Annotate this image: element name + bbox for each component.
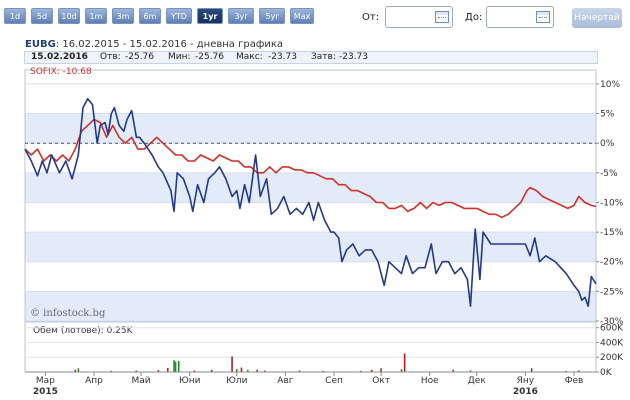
volume-bar xyxy=(565,370,567,372)
x-tick-label: Дек xyxy=(468,376,487,386)
volume-bar xyxy=(110,370,113,372)
to-date-input[interactable] xyxy=(486,6,554,28)
y-tick-label: 5% xyxy=(600,110,615,120)
y-tick-label: -30% xyxy=(600,317,624,327)
chart-title: EUBG: 16.02.2015 - 15.02.2016 - дневна г… xyxy=(25,39,283,50)
range-button-3yr[interactable]: 3yr xyxy=(228,8,254,24)
low-label: Мин: xyxy=(168,52,191,62)
y-tick-label: -15% xyxy=(600,228,624,238)
x-tick-label: Мар xyxy=(36,376,55,386)
range-button-max[interactable]: Max xyxy=(290,8,314,24)
volume-bar xyxy=(452,369,455,372)
from-date-input[interactable] xyxy=(385,6,453,28)
watermark: © infostock.bg xyxy=(30,308,106,319)
y-tick-label: -25% xyxy=(600,287,624,297)
volume-bar xyxy=(74,369,76,372)
volume-y-tick-label: 400K xyxy=(600,338,624,348)
volume-label: Обем (лотове): 0.25K xyxy=(33,326,134,336)
x-tick-label: Юни xyxy=(179,376,201,386)
ticker: EUBG xyxy=(25,39,56,50)
from-label: От: xyxy=(362,12,380,23)
volume-bar xyxy=(166,367,169,372)
year-label: 2015 xyxy=(33,387,58,397)
close-label: Затв: xyxy=(311,52,336,62)
x-tick-label: Окт xyxy=(372,376,390,386)
volume-bar xyxy=(157,370,160,372)
x-tick-label: Яну xyxy=(517,376,535,386)
stats-date: 15.02.2016 xyxy=(31,52,88,62)
volume-bar xyxy=(235,369,238,372)
volume-bar xyxy=(77,368,80,372)
grid-band xyxy=(25,232,596,262)
volume-y-tick-label: 0K xyxy=(600,368,613,378)
open-label: Отв: xyxy=(100,52,121,62)
date-range-subtitle: : 16.02.2015 - 15.02.2016 - дневна графи… xyxy=(55,39,284,50)
high-value: -23.73 xyxy=(268,52,298,62)
year-label: 2016 xyxy=(513,387,538,397)
volume-y-tick-label: 200K xyxy=(600,353,624,363)
grid-band xyxy=(25,291,596,321)
volume-bar xyxy=(256,369,258,372)
range-button-6m[interactable]: 6m xyxy=(139,8,161,24)
volume-bar xyxy=(359,370,362,372)
range-button-1d[interactable]: 1d xyxy=(4,8,26,24)
volume-bar xyxy=(173,360,175,372)
series-line-sofix xyxy=(24,118,597,219)
volume-bar xyxy=(210,369,213,372)
calendar-icon[interactable] xyxy=(536,11,550,23)
draw-button[interactable]: Начертай xyxy=(572,8,622,28)
y-tick-label: -20% xyxy=(600,258,624,268)
series-line-eubg xyxy=(24,97,597,307)
range-button-1yr[interactable]: 1yr xyxy=(197,8,223,24)
y-tick-label: 0% xyxy=(600,139,615,149)
range-button-ytd[interactable]: YTD xyxy=(166,8,192,24)
legend-sofix: SOFIX: -10.68 xyxy=(30,67,92,77)
range-button-10d[interactable]: 10d xyxy=(58,8,80,24)
volume-bar xyxy=(530,368,533,372)
grid-band xyxy=(25,172,596,203)
volume-bar xyxy=(240,367,243,372)
volume-bar xyxy=(469,370,472,372)
volume-bar xyxy=(231,356,233,372)
volume-bar xyxy=(370,369,373,372)
y-tick-label: -10% xyxy=(600,198,624,208)
range-button-5d[interactable]: 5d xyxy=(31,8,53,24)
x-tick-label: Юли xyxy=(226,376,247,386)
range-button-1m[interactable]: 1m xyxy=(85,8,107,24)
y-tick-label: 10% xyxy=(600,80,620,90)
high-label: Макс: xyxy=(236,52,263,62)
x-tick-label: Фев xyxy=(565,376,584,386)
volume-bar xyxy=(577,370,580,372)
low-value: -25.76 xyxy=(195,52,225,62)
x-tick-label: Авг xyxy=(277,376,293,386)
volume-bar xyxy=(380,368,382,372)
x-tick-label: Сеп xyxy=(325,376,343,386)
calendar-icon[interactable] xyxy=(435,11,449,23)
volume-bar xyxy=(135,370,138,372)
x-tick-label: Ное xyxy=(421,376,439,386)
volume-bar xyxy=(246,369,249,372)
volume-bar xyxy=(403,353,406,372)
range-button-3m[interactable]: 3m xyxy=(112,8,134,24)
volume-bar xyxy=(174,361,177,372)
volume-bar xyxy=(264,370,266,372)
volume-bar xyxy=(177,360,180,372)
x-tick-label: Апр xyxy=(85,376,103,386)
volume-y-tick-label: 600K xyxy=(600,324,624,334)
open-value: -25.76 xyxy=(125,52,155,62)
volume-bar xyxy=(193,370,196,372)
volume-bar xyxy=(400,369,403,372)
volume-bar xyxy=(322,370,324,372)
close-value: -23.73 xyxy=(339,52,369,62)
range-button-5yr[interactable]: 5yr xyxy=(259,8,285,24)
to-label: До: xyxy=(465,12,483,23)
x-tick-label: Май xyxy=(132,376,151,386)
y-tick-label: -5% xyxy=(600,169,618,179)
volume-bar xyxy=(298,370,301,372)
stats-bar: 15.02.2016 Отв: -25.76 Мин: -25.76 Макс:… xyxy=(24,51,598,64)
